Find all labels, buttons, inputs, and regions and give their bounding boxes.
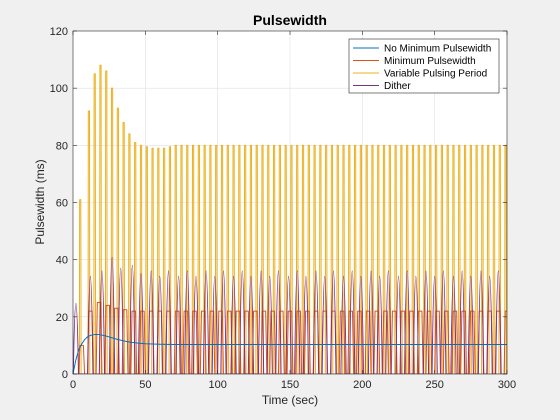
x-tick-label: 250 — [425, 379, 443, 391]
x-tick-label: 0 — [70, 379, 76, 391]
series-line-0 — [73, 334, 507, 374]
x-axis-label: Time (sec) — [262, 393, 318, 407]
y-tick-label: 20 — [56, 312, 68, 324]
x-tick-label: 200 — [353, 379, 371, 391]
x-tick-label: 50 — [139, 379, 151, 391]
y-tick-label: 120 — [50, 26, 68, 38]
chart-title: Pulsewidth — [253, 12, 327, 28]
x-tick-label: 300 — [498, 379, 516, 391]
plot-series — [73, 64, 507, 374]
series-line-3 — [73, 256, 507, 374]
y-tick-label: 60 — [56, 198, 68, 210]
y-tick-label: 100 — [50, 83, 68, 95]
axis-ticks: 0 50 100 150 200 250 300 0 20 40 60 80 100 120 — [50, 26, 517, 391]
legend-label-2: Variable Pulsing Period — [384, 69, 487, 80]
y-tick-label: 0 — [62, 369, 68, 381]
series-line-2 — [73, 64, 507, 374]
y-tick-label: 80 — [56, 140, 68, 152]
legend-label-1: Minimum Pulsewidth — [384, 56, 476, 67]
legend-label-0: No Minimum Pulsewidth — [384, 44, 491, 55]
y-tick-label: 40 — [56, 255, 68, 267]
x-tick-label: 100 — [208, 379, 226, 391]
y-axis-label: Pulsewidth (ms) — [33, 159, 47, 244]
legend-label-3: Dither — [384, 81, 411, 92]
x-tick-label: 150 — [281, 379, 299, 391]
